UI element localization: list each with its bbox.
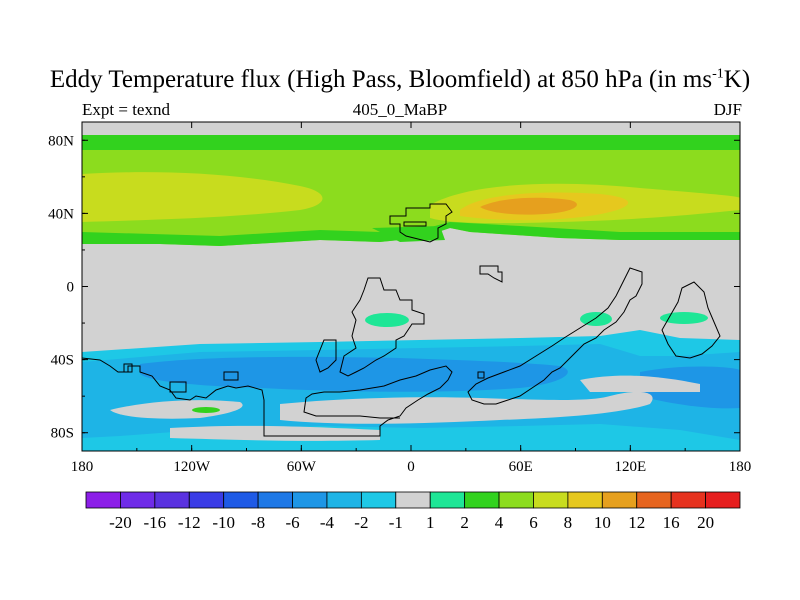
gap-southern-ocean <box>280 391 653 424</box>
colorbar-label: -10 <box>212 513 235 532</box>
x-tick-label: 120E <box>614 459 646 475</box>
y-tick-label: 0 <box>67 280 75 296</box>
patch-australia-east <box>660 312 708 324</box>
colorbar-swatch <box>292 491 328 509</box>
x-tick-label: 60E <box>509 459 533 475</box>
colorbar-swatch <box>533 491 569 509</box>
case-label: 405_0_MaBP <box>352 100 448 119</box>
x-tick-label: 180 <box>71 459 94 475</box>
colorbar-label: 4 <box>495 513 504 532</box>
colorbar-swatch <box>188 491 225 509</box>
patch-indian <box>580 312 612 326</box>
gap-south-pacific <box>110 400 243 419</box>
colorbar-swatch <box>636 491 672 509</box>
colorbar-swatch <box>360 491 397 509</box>
colorbar-swatch <box>464 491 500 509</box>
colorbar-label: -6 <box>285 513 299 532</box>
colorbar-label: -2 <box>354 513 368 532</box>
x-tick-label: 120W <box>173 459 211 475</box>
y-tick-label: 80S <box>51 426 74 442</box>
colorbar-swatch <box>705 491 741 509</box>
gap-east <box>580 375 700 392</box>
colorbar-swatch <box>601 491 638 509</box>
colorbar-label: 12 <box>628 513 645 532</box>
colorbar-label: 10 <box>594 513 611 532</box>
colorbar-label: 2 <box>460 513 469 532</box>
colorbar-swatch <box>395 491 431 509</box>
y-tick-label: 80N <box>48 133 74 149</box>
gap-antarctic <box>170 425 380 441</box>
patch-africa <box>365 313 409 327</box>
colorbar-swatch <box>85 491 121 509</box>
y-tick-label: 40S <box>51 353 74 369</box>
colorbar-swatch <box>154 491 190 509</box>
colorbar-swatch <box>326 491 362 509</box>
experiment-label: Expt = texnd <box>82 100 170 119</box>
colorbar-swatch <box>670 491 706 509</box>
colorbar-swatch <box>120 491 156 509</box>
colorbar-label: 16 <box>663 513 680 532</box>
colorbar-label: -4 <box>320 513 335 532</box>
colorbar-label: -20 <box>109 513 132 532</box>
contour-band-neg4-neg6 <box>140 356 568 392</box>
patch-south-pacific <box>192 407 220 413</box>
colorbar-swatch <box>498 491 534 509</box>
colorbar-label: 8 <box>564 513 573 532</box>
contour-band-10-12 <box>480 197 577 215</box>
field-plot <box>82 122 740 451</box>
colorbar-label: 20 <box>697 513 714 532</box>
contour-band-2-4-north-edge <box>82 135 740 150</box>
chart-title: Eddy Temperature flux (High Pass, Bloomf… <box>49 66 751 93</box>
colorbar: -20 -16 -12 -10 -8 -6 -4 -2 -1 1 2 4 6 8 10 12 16 20 <box>85 491 741 532</box>
colorbar-label: -16 <box>144 513 167 532</box>
y-tick-label: 40N <box>48 206 74 222</box>
colorbar-swatch <box>567 491 603 509</box>
colorbar-label: -8 <box>251 513 265 532</box>
x-tick-label: 180 <box>729 459 752 475</box>
contour-band-6-8 <box>82 172 323 222</box>
colorbar-swatch <box>223 491 259 509</box>
season-label: DJF <box>713 100 742 119</box>
contour-band-2-4-med <box>372 226 445 242</box>
colorbar-label: -1 <box>389 513 403 532</box>
coastlines <box>82 203 721 437</box>
colorbar-swatch <box>429 491 466 509</box>
x-tick-label: 60W <box>287 459 317 475</box>
colorbar-label: 6 <box>529 513 538 532</box>
axis-ticks: 180 120W 60W 0 60E 120E 180 80N 40N 0 40S 80S <box>48 122 751 475</box>
colorbar-swatch <box>257 491 293 509</box>
colorbar-label: 1 <box>426 513 435 532</box>
colorbar-label: -12 <box>178 513 201 532</box>
x-tick-label: 0 <box>407 459 415 475</box>
